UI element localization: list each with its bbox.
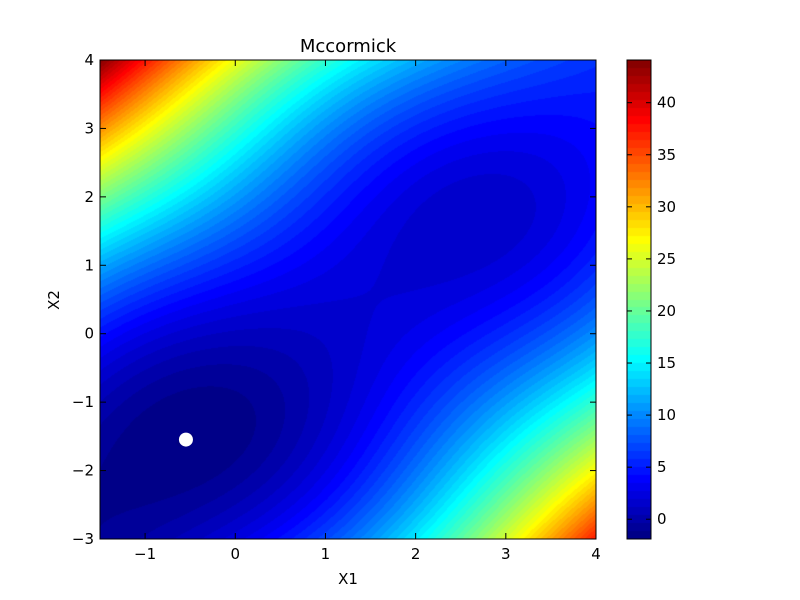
colorbar-ticks: 0 5 10 15 20 25 30 35 40 <box>627 94 676 528</box>
colorbar-tick-label: 5 <box>657 458 667 476</box>
y-tick-label: −1 <box>72 393 94 411</box>
x-axis-ticks: −1 0 1 2 3 4 <box>134 60 601 563</box>
colorbar-tick-label: 40 <box>657 94 676 112</box>
x-tick-label: 3 <box>501 545 511 563</box>
global-minimum-marker <box>178 432 193 447</box>
x-axis-label: X1 <box>338 570 358 588</box>
colorbar-tick-label: 10 <box>657 406 676 424</box>
y-tick-label: 0 <box>84 325 94 343</box>
colorbar <box>627 60 651 539</box>
x-tick-label: −1 <box>134 545 156 563</box>
x-tick-label: 2 <box>411 545 421 563</box>
y-tick-label: 1 <box>84 256 94 274</box>
y-axis-label: X2 <box>45 290 63 310</box>
colorbar-tick-label: 30 <box>657 198 676 216</box>
chart-title: Mccormick <box>300 36 397 57</box>
colorbar-frame <box>626 59 652 540</box>
x-tick-label: 4 <box>591 545 601 563</box>
colorbar-tick-label: 35 <box>657 146 676 164</box>
y-axis-ticks: −3 −2 −1 0 1 2 3 4 <box>72 51 596 548</box>
colorbar-tick-label: 0 <box>657 510 667 528</box>
plot-frame <box>99 59 597 540</box>
colorbar-tick-label: 15 <box>657 354 676 372</box>
y-tick-label: 3 <box>84 119 94 137</box>
x-tick-label: 1 <box>321 545 331 563</box>
colorbar-tick-label: 25 <box>657 250 676 268</box>
y-tick-label: −3 <box>72 530 94 548</box>
heatmap-plot-area <box>100 60 596 539</box>
y-tick-label: 4 <box>84 51 94 69</box>
y-tick-label: −2 <box>72 462 94 480</box>
colorbar-tick-label: 20 <box>657 302 676 320</box>
x-tick-label: 0 <box>230 545 240 563</box>
y-tick-label: 2 <box>84 188 94 206</box>
